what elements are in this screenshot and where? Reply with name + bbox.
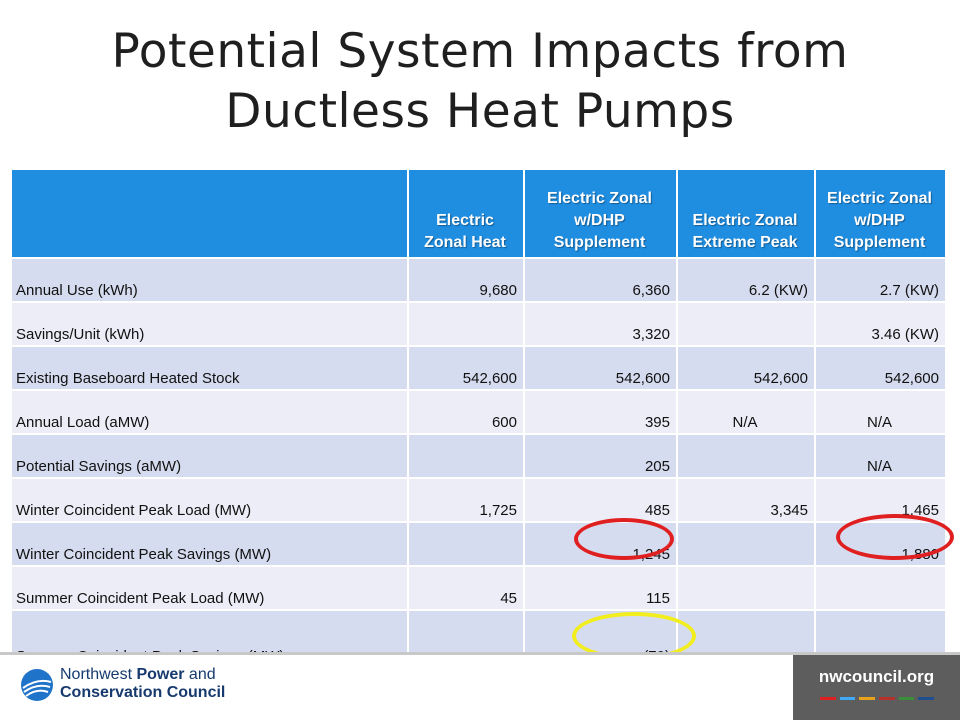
table-cell: N/A	[676, 389, 816, 435]
site-brand-box: nwcouncil.org	[793, 655, 960, 720]
row-label: Existing Baseboard Heated Stock	[10, 345, 409, 391]
table-cell	[676, 433, 816, 479]
row-label: Winter Coincident Peak Load (MW)	[10, 477, 409, 523]
table-row: Annual Use (kWh) 9,680 6,360 6.2 (KW) 2.…	[10, 257, 947, 303]
table-cell	[407, 433, 525, 479]
dash-red	[820, 697, 836, 700]
header-cell-extreme-peak: Electric Zonal Extreme Peak	[676, 168, 816, 259]
logo-text-2a: Conservation	[60, 684, 163, 701]
header-cell-blank	[10, 168, 409, 259]
header-cell-zonal-dhp: Electric Zonal w/DHP Supplement	[523, 168, 678, 259]
table-cell: 2.7 (KW)	[814, 257, 947, 303]
impacts-table: Electric Zonal Heat Electric Zonal w/DHP…	[10, 168, 947, 669]
logo-text-1c: and	[184, 666, 216, 683]
logo-text-2b: Council	[162, 684, 226, 701]
table-row: Winter Coincident Peak Savings (MW) 1,24…	[10, 521, 947, 567]
header-cell-peak-dhp: Electric Zonal w/DHP Supplement	[814, 168, 947, 259]
table-cell	[814, 565, 947, 611]
dash-green	[898, 697, 915, 700]
footer-divider	[0, 652, 960, 655]
table-cell	[407, 521, 525, 567]
table-cell: N/A	[814, 433, 947, 479]
slide-title-line1: Potential System Impacts from	[111, 24, 849, 79]
row-label: Annual Use (kWh)	[10, 257, 409, 303]
table-cell: 3.46 (KW)	[814, 301, 947, 347]
table-row: Savings/Unit (kWh) 3,320 3.46 (KW)	[10, 301, 947, 347]
row-label: Annual Load (aMW)	[10, 389, 409, 435]
dash-darkred	[879, 697, 895, 700]
table-cell	[407, 301, 525, 347]
table-cell: 3,320	[523, 301, 678, 347]
table-cell: 1,245	[523, 521, 678, 567]
table-row: Potential Savings (aMW) 205 N/A	[10, 433, 947, 479]
table-cell: 600	[407, 389, 525, 435]
dash-navy	[918, 697, 935, 700]
row-label: Summer Coincident Peak Load (MW)	[10, 565, 409, 611]
slide-title: Potential System Impacts from Ductless H…	[0, 22, 960, 142]
row-label: Potential Savings (aMW)	[10, 433, 409, 479]
table-cell: 542,600	[523, 345, 678, 391]
table-cell	[676, 565, 816, 611]
table-cell: 542,600	[676, 345, 816, 391]
brand-color-dashes	[820, 697, 935, 700]
row-label: Savings/Unit (kWh)	[10, 301, 409, 347]
table-cell: 1,725	[407, 477, 525, 523]
table-row: Winter Coincident Peak Load (MW) 1,725 4…	[10, 477, 947, 523]
logo-text-1b: Power	[136, 666, 185, 683]
table-cell: 45	[407, 565, 525, 611]
table-cell: 542,600	[814, 345, 947, 391]
table-cell: 205	[523, 433, 678, 479]
table-cell	[676, 521, 816, 567]
council-logo-icon	[21, 669, 53, 701]
table-row: Summer Coincident Peak Load (MW) 45 115	[10, 565, 947, 611]
table-row: Annual Load (aMW) 600 395 N/A N/A	[10, 389, 947, 435]
table-cell: 6,360	[523, 257, 678, 303]
row-label: Winter Coincident Peak Savings (MW)	[10, 521, 409, 567]
table-cell: 9,680	[407, 257, 525, 303]
dash-orange	[859, 697, 876, 700]
site-url: nwcouncil.org	[818, 667, 935, 686]
table-cell: 6.2 (KW)	[676, 257, 816, 303]
logo-text-1a: Northwest	[60, 666, 137, 683]
council-logo-text: Northwest Power and Conservation Council	[60, 666, 225, 702]
slide-title-line2: Ductless Heat Pumps	[225, 84, 735, 139]
table-cell: 485	[523, 477, 678, 523]
table-cell: 3,345	[676, 477, 816, 523]
table-cell: 1,880	[814, 521, 947, 567]
table-cell: 395	[523, 389, 678, 435]
table-row: Existing Baseboard Heated Stock 542,600 …	[10, 345, 947, 391]
table-cell	[676, 301, 816, 347]
dash-blue	[839, 697, 856, 700]
table-cell: N/A	[814, 389, 947, 435]
table-cell: 1,465	[814, 477, 947, 523]
table-cell: 115	[523, 565, 678, 611]
table-cell: 542,600	[407, 345, 525, 391]
header-cell-zonal-heat: Electric Zonal Heat	[407, 168, 525, 259]
table-header-row: Electric Zonal Heat Electric Zonal w/DHP…	[10, 168, 947, 259]
